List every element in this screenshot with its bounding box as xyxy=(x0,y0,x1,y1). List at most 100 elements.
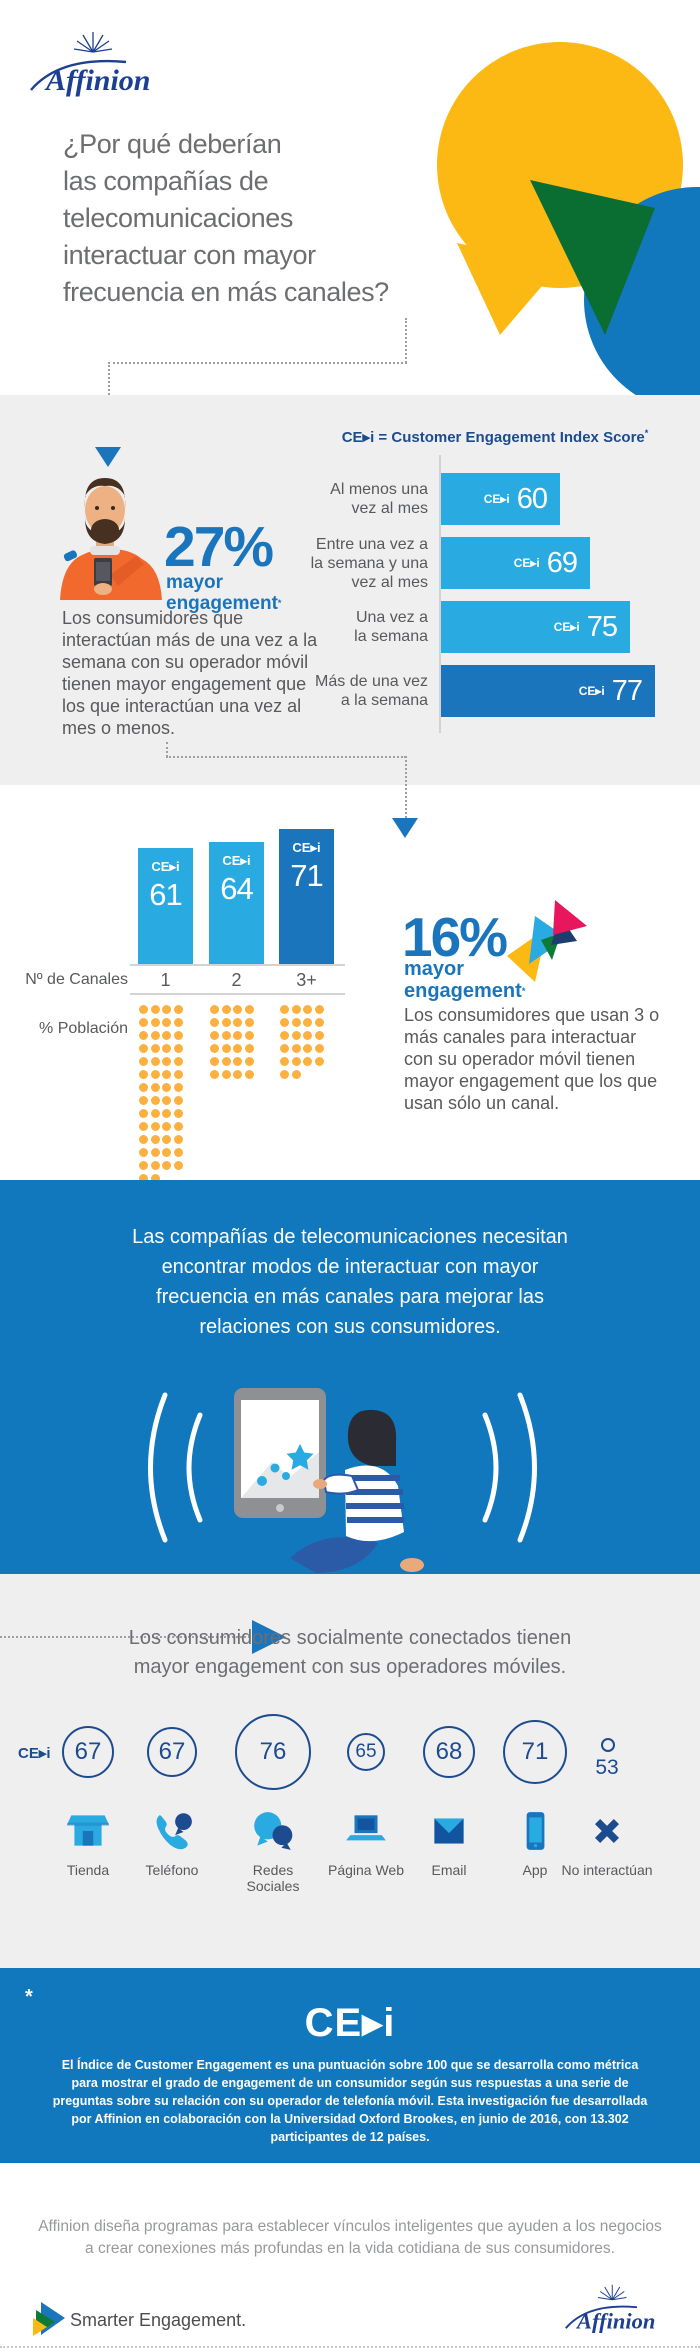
stat-27-value: 27% xyxy=(164,515,274,579)
population-dot xyxy=(280,1018,290,1027)
population-dot xyxy=(303,1057,313,1066)
channel-label: Email xyxy=(431,1862,467,1878)
channel-label: No interactúan xyxy=(561,1862,653,1878)
hbar-unit: CE▸i xyxy=(483,492,510,506)
vbar-unit: CE▸i xyxy=(151,859,180,874)
population-dot xyxy=(280,1031,290,1040)
svg-text:Affinion: Affinion xyxy=(575,2308,655,2333)
speech-bubble-graphic xyxy=(437,42,700,395)
down-arrow-icon xyxy=(95,447,121,467)
hbar-bar: CE▸i 60 xyxy=(441,473,560,525)
cei-score-bubble: 71 xyxy=(503,1720,567,1784)
hbar-category-label: Al menos una vez al mes xyxy=(330,481,428,517)
man-with-phone-illustration xyxy=(60,478,162,600)
channels-paragraph: Los consumidores que usan 3 o más canale… xyxy=(404,1005,660,1113)
population-dot xyxy=(150,1174,160,1183)
population-dot xyxy=(139,1161,149,1170)
hbar-unit: CE▸i xyxy=(553,620,580,634)
population-dot xyxy=(150,1083,160,1092)
vbar-unit: CE▸i xyxy=(292,840,321,855)
vbar-unit: CE▸i xyxy=(222,853,251,868)
population-dot xyxy=(210,1031,220,1040)
population-dot xyxy=(245,1005,255,1014)
population-dot xyxy=(174,1083,184,1092)
population-dot xyxy=(139,1083,149,1092)
connector-line xyxy=(405,318,407,363)
hbar-row: Al menos una vez al mes CE▸i 60 xyxy=(0,473,700,525)
population-dot xyxy=(315,1031,325,1040)
population-dot xyxy=(174,1070,184,1079)
population-dot xyxy=(139,1109,149,1118)
population-dot xyxy=(174,1057,184,1066)
population-dot xyxy=(303,1031,313,1040)
vbar-divider xyxy=(130,993,345,995)
vbar-value: 64 xyxy=(220,871,253,906)
cei-score-bubble: 65 xyxy=(347,1733,385,1771)
frequency-paragraph: Los consumidores que interactúan más de … xyxy=(62,608,318,738)
population-dot xyxy=(174,1018,184,1027)
population-dot xyxy=(150,1135,160,1144)
population-dot xyxy=(210,1018,220,1027)
vbar-value: 71 xyxy=(290,858,323,893)
stat-27-label-text: mayor engagement xyxy=(166,572,278,614)
social-icon xyxy=(250,1808,296,1854)
population-dot xyxy=(291,1031,301,1040)
store-icon xyxy=(65,1808,111,1854)
cei-legend-abbr: CE▸i xyxy=(341,429,375,446)
phone-icon xyxy=(149,1808,195,1854)
cei-score-bubble: 76 xyxy=(235,1714,311,1790)
population-dot xyxy=(174,1031,184,1040)
hbar-row: Entre una vez a la semana y una vez al m… xyxy=(0,536,700,591)
population-dot xyxy=(233,1044,243,1053)
web-icon xyxy=(343,1808,389,1854)
population-dot xyxy=(150,1031,160,1040)
population-dot xyxy=(139,1122,149,1131)
affinion-logo-icon: Affinion xyxy=(30,32,151,97)
cei-legend: CE▸i = Customer Engagement Index Score* xyxy=(340,428,650,446)
population-dot xyxy=(174,1109,184,1118)
population-dot xyxy=(162,1122,172,1131)
population-dot xyxy=(162,1148,172,1157)
stat-27-asterisk: * xyxy=(277,598,282,608)
social-intro-text: Los consumidores socialmente conectados … xyxy=(128,1627,572,1678)
vbar-category-label: 3+ xyxy=(296,970,317,990)
svg-text:Affinion: Affinion xyxy=(44,64,151,97)
connector-line xyxy=(166,742,168,757)
population-dot xyxy=(245,1018,255,1027)
population-dot xyxy=(139,1057,149,1066)
population-dot xyxy=(162,1005,172,1014)
channel-label: Teléfono xyxy=(145,1862,199,1878)
population-dot xyxy=(210,1070,220,1079)
stat-16-asterisk: * xyxy=(521,986,526,996)
population-dot xyxy=(221,1018,231,1027)
cei-score-bubble: 67 xyxy=(147,1727,197,1777)
tablet-girl-illustration xyxy=(148,1388,537,1573)
population-dot xyxy=(150,1018,160,1027)
population-dot xyxy=(221,1070,231,1079)
population-dot xyxy=(280,1070,290,1079)
cei-score-below: 53 xyxy=(595,1756,619,1779)
footer-tagline: Smarter Engagement. xyxy=(70,2310,247,2330)
population-dot xyxy=(303,1044,313,1053)
population-dot-column xyxy=(138,1003,194,1185)
stat-16-label: mayor engagement* xyxy=(404,958,525,1002)
population-dot xyxy=(150,1044,160,1053)
population-dot xyxy=(233,1057,243,1066)
hbar-value: 60 xyxy=(516,482,548,515)
cei-legend-text: = Customer Engagement Index Score xyxy=(374,429,645,446)
population-dot xyxy=(162,1109,172,1118)
population-dot xyxy=(174,1122,184,1131)
population-dot xyxy=(150,1096,160,1105)
population-dot xyxy=(280,1044,290,1053)
vbar-bar: CE▸i 64 xyxy=(209,842,264,966)
smarter-engagement-icon xyxy=(33,2302,65,2336)
population-dot xyxy=(315,1044,325,1053)
population-dot xyxy=(291,1018,301,1027)
population-dot xyxy=(303,1005,313,1014)
population-dot xyxy=(174,1044,184,1053)
hbar-category-label: Más de una vez a la semana xyxy=(315,673,428,709)
stat-16-value: 16% xyxy=(402,906,508,968)
vbar-baseline xyxy=(130,964,345,966)
cei-score-bubble: 67 xyxy=(62,1726,114,1778)
